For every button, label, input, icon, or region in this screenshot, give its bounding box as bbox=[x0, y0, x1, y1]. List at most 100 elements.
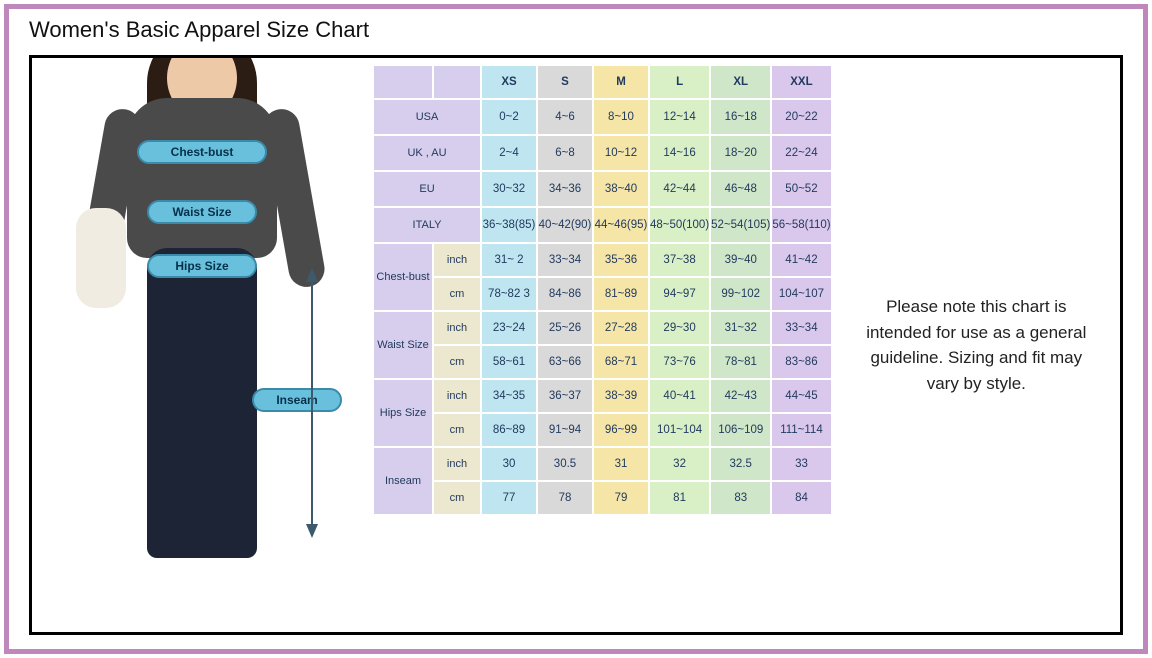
table-cell: 83 bbox=[710, 481, 771, 515]
table-header-cell: S bbox=[537, 65, 593, 99]
size-chart-table: XSSMLXLXXLUSA0~24~68~1012~1416~1820~22UK… bbox=[372, 64, 833, 516]
table-cell: 99~102 bbox=[710, 277, 771, 311]
table-cell: 36~37 bbox=[537, 379, 593, 413]
table-cell: 31~ 2 bbox=[481, 243, 537, 277]
table-cell: 35~36 bbox=[593, 243, 649, 277]
table-cell: 50~52 bbox=[771, 171, 831, 207]
table-cell: 79 bbox=[593, 481, 649, 515]
table-row: EU30~3234~3638~4042~4446~4850~52 bbox=[373, 171, 832, 207]
table-header-cell bbox=[373, 65, 433, 99]
table-cell: 8~10 bbox=[593, 99, 649, 135]
table-cell: inch bbox=[433, 311, 481, 345]
table-cell: 42~43 bbox=[710, 379, 771, 413]
table-column: XSSMLXLXXLUSA0~24~68~1012~1416~1820~22UK… bbox=[372, 58, 833, 632]
table-cell: UK , AU bbox=[373, 135, 481, 171]
table-cell: 40~41 bbox=[649, 379, 710, 413]
table-cell: 73~76 bbox=[649, 345, 710, 379]
table-row: Waist Sizeinch23~2425~2627~2829~3031~323… bbox=[373, 311, 832, 345]
label-chest-bust: Chest-bust bbox=[137, 140, 267, 164]
table-cell: 23~24 bbox=[481, 311, 537, 345]
table-row: Chest-bustinch31~ 233~3435~3637~3839~404… bbox=[373, 243, 832, 277]
body-illustration: Chest-bust Waist Size Hips Size Inseam bbox=[72, 58, 332, 628]
table-cell: USA bbox=[373, 99, 481, 135]
table-cell: Inseam bbox=[373, 447, 433, 515]
table-cell: 2~4 bbox=[481, 135, 537, 171]
table-cell: 6~8 bbox=[537, 135, 593, 171]
table-cell: 77 bbox=[481, 481, 537, 515]
table-cell: 31~32 bbox=[710, 311, 771, 345]
table-row: cm777879818384 bbox=[373, 481, 832, 515]
table-row: Hips Sizeinch34~3536~3738~3940~4142~4344… bbox=[373, 379, 832, 413]
note-text: Please note this chart is intended for u… bbox=[859, 294, 1094, 396]
table-cell: 111~114 bbox=[771, 413, 831, 447]
table-cell: 86~89 bbox=[481, 413, 537, 447]
table-cell: 16~18 bbox=[710, 99, 771, 135]
table-row: Inseaminch3030.5313232.533 bbox=[373, 447, 832, 481]
table-cell: 36~38(85) bbox=[481, 207, 537, 243]
table-cell: 25~26 bbox=[537, 311, 593, 345]
table-cell: 32.5 bbox=[710, 447, 771, 481]
table-cell: 34~36 bbox=[537, 171, 593, 207]
table-cell: 84~86 bbox=[537, 277, 593, 311]
table-cell: 30~32 bbox=[481, 171, 537, 207]
table-cell: 94~97 bbox=[649, 277, 710, 311]
table-cell: ITALY bbox=[373, 207, 481, 243]
table-cell: 78 bbox=[537, 481, 593, 515]
table-cell: Waist Size bbox=[373, 311, 433, 379]
table-cell: 91~94 bbox=[537, 413, 593, 447]
table-cell: 81~89 bbox=[593, 277, 649, 311]
table-cell: 68~71 bbox=[593, 345, 649, 379]
table-cell: 52~54(105) bbox=[710, 207, 771, 243]
table-cell: 30.5 bbox=[537, 447, 593, 481]
table-cell: 84 bbox=[771, 481, 831, 515]
table-header-cell: M bbox=[593, 65, 649, 99]
table-header-cell: XL bbox=[710, 65, 771, 99]
table-cell: 96~99 bbox=[593, 413, 649, 447]
table-cell: 33 bbox=[771, 447, 831, 481]
table-cell: 29~30 bbox=[649, 311, 710, 345]
table-row: UK , AU2~46~810~1214~1618~2022~24 bbox=[373, 135, 832, 171]
table-cell: cm bbox=[433, 345, 481, 379]
table-cell: 20~22 bbox=[771, 99, 831, 135]
table-row: XSSMLXLXXL bbox=[373, 65, 832, 99]
table-cell: 83~86 bbox=[771, 345, 831, 379]
table-cell: 38~40 bbox=[593, 171, 649, 207]
table-row: cm86~8991~9496~99101~104106~109111~114 bbox=[373, 413, 832, 447]
figure-column: Chest-bust Waist Size Hips Size Inseam bbox=[32, 58, 372, 632]
table-row: cm58~6163~6668~7173~7678~8183~86 bbox=[373, 345, 832, 379]
table-header-cell bbox=[433, 65, 481, 99]
table-cell: 63~66 bbox=[537, 345, 593, 379]
table-header-cell: L bbox=[649, 65, 710, 99]
table-cell: 104~107 bbox=[771, 277, 831, 311]
table-cell: 78~82 3 bbox=[481, 277, 537, 311]
page-title: Women's Basic Apparel Size Chart bbox=[29, 17, 369, 43]
label-waist-size: Waist Size bbox=[147, 200, 257, 224]
table-row: cm78~82 384~8681~8994~9799~102104~107 bbox=[373, 277, 832, 311]
inner-frame: Chest-bust Waist Size Hips Size Inseam X… bbox=[29, 55, 1123, 635]
table-cell: 37~38 bbox=[649, 243, 710, 277]
table-cell: 44~46(95) bbox=[593, 207, 649, 243]
table-cell: 106~109 bbox=[710, 413, 771, 447]
table-cell: 41~42 bbox=[771, 243, 831, 277]
table-header-cell: XS bbox=[481, 65, 537, 99]
label-hips-size: Hips Size bbox=[147, 254, 257, 278]
table-cell: 42~44 bbox=[649, 171, 710, 207]
table-cell: 78~81 bbox=[710, 345, 771, 379]
table-cell: inch bbox=[433, 243, 481, 277]
table-cell: 12~14 bbox=[649, 99, 710, 135]
table-header-cell: XXL bbox=[771, 65, 831, 99]
table-cell: 48~50(100) bbox=[649, 207, 710, 243]
table-cell: 30 bbox=[481, 447, 537, 481]
note-column: Please note this chart is intended for u… bbox=[833, 58, 1120, 632]
table-cell: 81 bbox=[649, 481, 710, 515]
table-cell: 39~40 bbox=[710, 243, 771, 277]
table-cell: 14~16 bbox=[649, 135, 710, 171]
table-cell: cm bbox=[433, 413, 481, 447]
table-cell: 46~48 bbox=[710, 171, 771, 207]
table-cell: inch bbox=[433, 447, 481, 481]
table-cell: 18~20 bbox=[710, 135, 771, 171]
table-cell: EU bbox=[373, 171, 481, 207]
table-cell: cm bbox=[433, 481, 481, 515]
table-row: USA0~24~68~1012~1416~1820~22 bbox=[373, 99, 832, 135]
table-cell: 10~12 bbox=[593, 135, 649, 171]
